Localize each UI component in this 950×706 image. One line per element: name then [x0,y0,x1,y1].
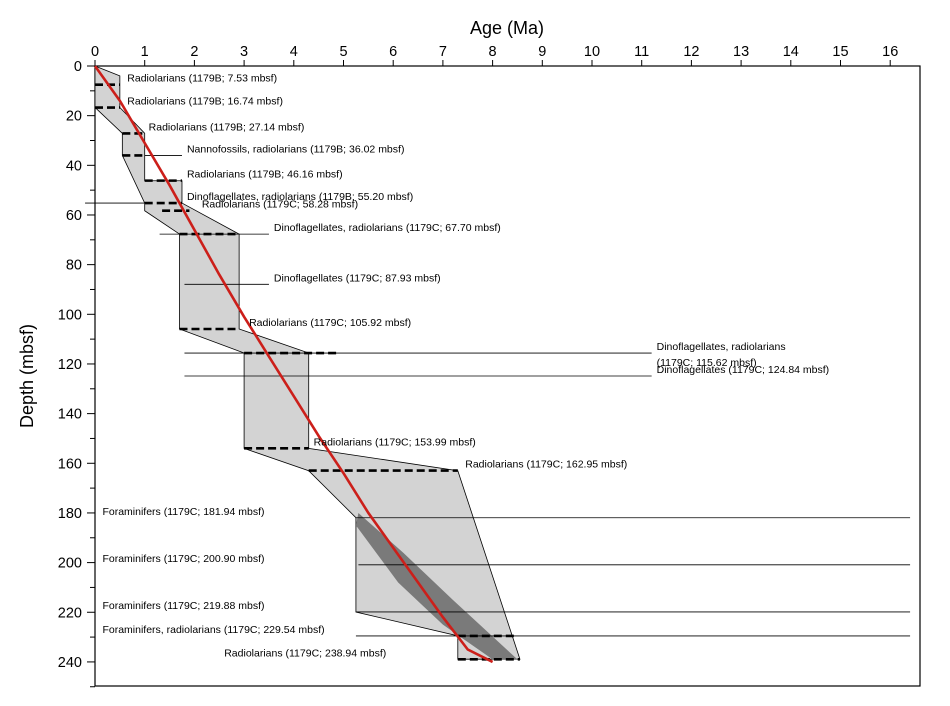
x-tick-label-11: 11 [634,44,649,60]
x-tick-label-16: 16 [882,44,898,60]
age-depth-line [93,65,494,664]
y-tick-label-3: 60 [66,208,82,224]
x-tick-label-1: 1 [141,44,149,60]
x-tick-label-12: 12 [683,44,699,60]
x-axis-title: Age (Ma) [470,18,544,38]
datum-labels-group: Radiolarians (1179B; 7.53 mbsf) Radiolari… [102,73,829,660]
x-tick-label-7: 7 [439,44,447,60]
datum-label-14: Foraminifers (1179C; 181.94 mbsf) [102,506,264,518]
y-tick-label-5: 100 [58,307,82,323]
x-tick-label-2: 2 [190,44,198,60]
datum-label-12: Radiolarians (1179C; 153.99 mbsf) [314,436,476,448]
y-tick-label-10: 200 [58,556,82,572]
x-tick-label-0: 0 [91,44,99,60]
y-tick-label-2: 40 [66,158,82,174]
y-tick-label-9: 180 [58,506,82,522]
x-tick-label-10: 10 [584,44,600,60]
y-tick-label-6: 120 [58,357,82,373]
x-tick-label-6: 6 [389,44,397,60]
plot-area: Radiolarians (1179B; 7.53 mbsf) Radiolari… [85,65,921,687]
datum-label-7: Dinoflagellates, radiolarians (1179C; 67… [274,222,501,234]
y-tick-label-1: 20 [66,109,82,125]
datum-label-5: Dinoflagellates, radiolarians (1179B; 55… [187,191,413,203]
datum-label-11: Dinoflagellates (1179C; 124.84 mbsf) [657,364,830,376]
datum-label-9: Radiolarians (1179C; 105.92 mbsf) [249,317,411,329]
datum-label-1: Radiolarians (1179B; 16.74 mbsf) [127,96,283,108]
y-tick-label-12: 240 [58,655,82,671]
datum-label-0: Radiolarians (1179B; 7.53 mbsf) [127,73,277,85]
datum-label-18: Radiolarians (1179C; 238.94 mbsf) [224,647,386,659]
y-axis-title: Depth (mbsf) [17,324,37,428]
datum-label-10: Dinoflagellates, radiolarians [657,341,786,353]
datum-label-13: Radiolarians (1179C; 162.95 mbsf) [465,459,627,471]
datum-label-3: Nannofossils, radiolarians (1179B; 36.02… [187,143,405,155]
datum-label-15: Foraminifers (1179C; 200.90 mbsf) [102,553,264,565]
datum-markers-group [95,83,520,661]
inner-envelope-group [355,512,518,660]
inner-envelope [355,512,518,660]
x-axis: 0 1 2 3 4 5 6 7 8 9 10 11 12 13 14 15 16 [91,44,898,66]
plot-frame [94,65,921,687]
x-tick-label-8: 8 [489,44,497,60]
y-tick-label-4: 80 [66,258,82,274]
datum-label-10-line2: (1179C; 115.62 mbsf) [657,357,757,369]
y-tick-label-7: 140 [58,407,82,423]
x-tick-label-4: 4 [290,44,298,60]
x-tick-label-5: 5 [339,44,347,60]
y-tick-label-11: 220 [58,605,82,621]
x-tick-label-3: 3 [240,44,248,60]
datum-label-16: Foraminifers (1179C; 219.88 mbsf) [102,600,264,612]
datum-label-8: Dinoflagellates (1179C; 87.93 mbsf) [274,272,441,284]
y-tick-label-0: 0 [74,59,82,75]
x-tick-label-13: 13 [733,44,749,60]
datum-label-4: Radiolarians (1179B; 46.16 mbsf) [187,169,343,181]
y-axis: 0 20 40 60 80 100 120 140 160 180 200 220 240 [58,59,95,688]
x-tick-label-15: 15 [832,44,848,60]
x-tick-label-9: 9 [538,44,546,60]
guide-lines-group [85,155,911,637]
datum-label-2: Radiolarians (1179B; 27.14 mbsf) [149,121,305,133]
datum-label-17: Foraminifers, radiolarians (1179C; 229.5… [102,624,324,636]
datum-label-6: Radiolarians (1179C; 58.28 mbsf) [202,199,358,211]
y-tick-label-8: 160 [58,456,82,472]
x-tick-label-14: 14 [783,44,799,60]
age-depth-line-group [93,65,494,664]
